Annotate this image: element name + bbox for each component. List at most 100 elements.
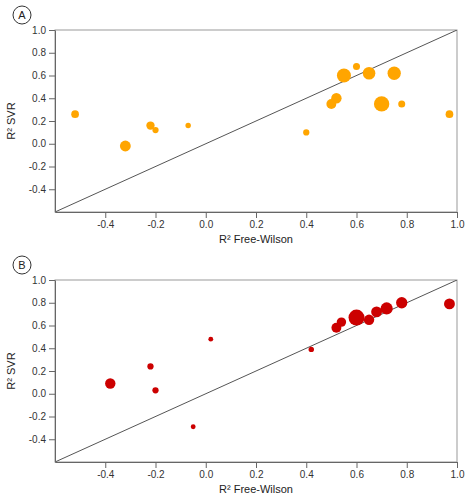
point <box>71 110 79 118</box>
y-axis-title: R² SVR <box>5 102 17 139</box>
y-axis: -0.4-0.20.00.20.40.60.81.0 <box>29 275 56 463</box>
x-axis-tick-mark <box>357 462 358 468</box>
x-axis-tick-label: 0.8 <box>400 469 414 480</box>
point <box>364 315 374 325</box>
x-axis-tick-label: 0.6 <box>350 219 364 230</box>
y-axis-tick: 0.8 <box>32 47 55 58</box>
diagonal-line <box>55 280 457 462</box>
point <box>398 100 405 107</box>
y-axis-tick: 1.0 <box>32 25 55 36</box>
x-axis-tick-label: 1.0 <box>451 469 465 480</box>
x-axis-tick: 1.0 <box>451 462 465 480</box>
y-axis-tick: 0.0 <box>32 138 55 149</box>
point <box>353 63 360 70</box>
x-axis-tick-label: 0.6 <box>350 469 364 480</box>
x-axis-tick: 0.6 <box>350 462 364 480</box>
y-axis-tick: -0.4 <box>29 184 55 195</box>
x-axis-tick: 0.0 <box>199 212 213 230</box>
x-axis-tick-mark <box>105 462 106 468</box>
y-axis-tick: 0.6 <box>32 70 55 81</box>
x-axis: -0.4-0.20.00.20.40.60.81.0 <box>56 212 465 230</box>
plot-area <box>55 30 457 212</box>
x-axis-tick-mark <box>457 212 458 218</box>
point <box>309 347 314 352</box>
y-axis-tick: 0.0 <box>32 388 55 399</box>
x-axis-tick-mark <box>206 212 207 218</box>
point <box>303 129 309 135</box>
y-axis-tick-mark <box>49 303 55 304</box>
y-axis-line <box>55 281 56 463</box>
y-axis-line <box>55 31 56 213</box>
x-axis-title: R² Free-Wilson <box>219 233 293 245</box>
point <box>331 93 341 103</box>
point <box>363 67 376 80</box>
y-axis-tick-label: 0.8 <box>32 297 46 308</box>
x-axis-tick: -0.2 <box>147 462 165 480</box>
x-axis-tick-label: 0.0 <box>199 469 213 480</box>
y-axis-tick-label: 1.0 <box>32 275 46 286</box>
x-axis-tick: 0.2 <box>250 462 264 480</box>
x-axis-tick-label: -0.2 <box>147 219 165 230</box>
y-axis-tick-label: -0.4 <box>29 434 47 445</box>
y-axis-tick-label: 0.0 <box>32 388 46 399</box>
x-axis-tick-label: -0.2 <box>147 469 165 480</box>
x-axis-tick-label: 0.2 <box>250 469 264 480</box>
y-axis-tick-label: 0.4 <box>32 93 46 104</box>
x-axis-tick: 0.4 <box>300 212 314 230</box>
x-axis-tick-mark <box>206 462 207 468</box>
x-axis-tick: 1.0 <box>451 212 465 230</box>
y-axis-tick-mark <box>49 417 55 418</box>
panel-label: A <box>13 6 31 24</box>
y-axis-tick-label: 0.2 <box>32 116 46 127</box>
point <box>152 127 158 133</box>
x-axis-tick: 0.8 <box>400 212 414 230</box>
y-axis-tick-mark <box>49 394 55 395</box>
point <box>120 141 131 152</box>
panel: -0.4-0.20.00.20.40.60.81.0-0.4-0.20.00.2… <box>5 275 465 495</box>
x-axis-tick-mark <box>457 462 458 468</box>
y-axis-tick-label: 0.0 <box>32 138 46 149</box>
y-axis-tick: 0.2 <box>32 116 55 127</box>
point <box>381 302 393 314</box>
chart-root: -0.4 -0.2 0.0 0.2 0.4 0.6 0.8 1.0 -0.4 -0.2 0.0 0.2… <box>0 0 472 500</box>
x-axis-tick-label: 0.4 <box>300 219 314 230</box>
point <box>444 298 455 309</box>
panel-label-circle <box>13 6 31 24</box>
point <box>105 378 115 388</box>
point <box>337 317 346 326</box>
point <box>147 363 153 369</box>
y-axis-tick: 0.6 <box>32 320 55 331</box>
diagonal-line <box>55 30 457 212</box>
x-axis-tick: 0.4 <box>300 462 314 480</box>
point <box>337 68 351 82</box>
y-axis-tick-label: -0.4 <box>29 184 47 195</box>
x-axis-tick: 0.6 <box>350 212 364 230</box>
y-axis-tick: 0.4 <box>32 93 55 104</box>
x-axis-tick-label: 1.0 <box>451 219 465 230</box>
y-axis-tick: 0.4 <box>32 343 55 354</box>
y-axis-tick-label: 0.6 <box>32 320 46 331</box>
x-axis: -0.4 -0.2 0.0 0.2 0.4 0.6 0.8 1.0 <box>56 462 465 480</box>
y-axis-tick: -0.2 <box>29 161 55 172</box>
y-axis-tick-label: 0.6 <box>32 70 46 81</box>
x-axis-title: R² Free-Wilson <box>219 483 293 495</box>
x-axis-tick: -0.4 <box>97 462 115 480</box>
y-axis-tick-mark <box>49 326 55 327</box>
point <box>152 387 158 393</box>
point <box>208 337 213 342</box>
x-axis-tick-mark <box>256 212 257 218</box>
y-axis-tick-mark <box>49 53 55 54</box>
x-axis-tick-mark <box>256 462 257 468</box>
panel-label-text: A <box>18 9 26 21</box>
x-axis-tick-mark <box>306 212 307 218</box>
point <box>371 306 382 317</box>
y-axis-tick-mark <box>49 144 55 145</box>
y-axis-title: R² SVR <box>5 352 17 389</box>
x-axis-tick-label: 0.8 <box>400 219 414 230</box>
x-axis-tick: 0.8 <box>400 462 414 480</box>
y-axis-tick-mark <box>49 371 55 372</box>
y-axis-tick-label: -0.2 <box>29 161 47 172</box>
y-axis-tick-label: 0.2 <box>32 366 46 377</box>
x-axis-tick-mark <box>357 212 358 218</box>
y-axis-tick-mark <box>49 30 55 31</box>
